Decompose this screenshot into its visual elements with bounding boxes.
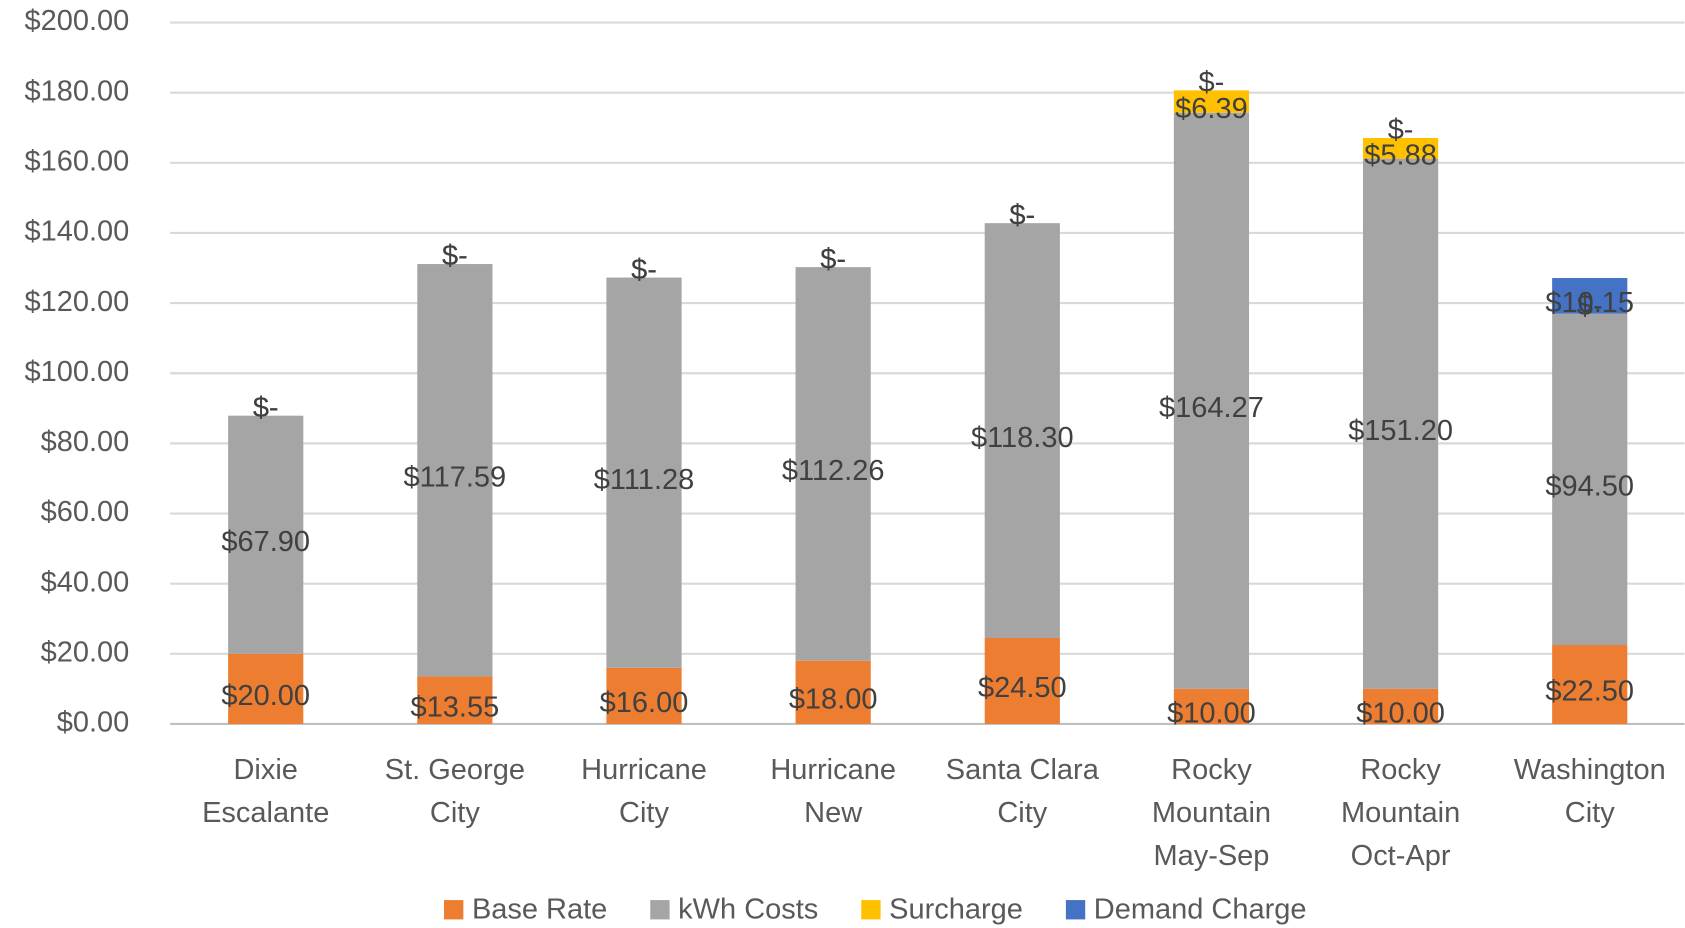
- data-label: $112.26: [782, 455, 885, 487]
- legend-swatch: [861, 900, 881, 920]
- y-tick-label: $200.00: [25, 5, 130, 37]
- data-label: $164.27: [1159, 392, 1264, 424]
- bar-segment: [606, 667, 682, 724]
- y-tick-label: $80.00: [41, 426, 130, 458]
- data-label: $16.00: [600, 687, 689, 719]
- data-label: $-: [253, 392, 279, 424]
- data-label: $-: [1009, 199, 1035, 231]
- bar-segment: [1362, 688, 1439, 724]
- legend-swatch: [1065, 900, 1086, 920]
- data-label: $67.90: [221, 526, 310, 558]
- bar-segment: [1552, 645, 1628, 724]
- bar-segment: [1173, 688, 1250, 724]
- data-label: $5.88: [1364, 140, 1437, 172]
- legend-swatch: [444, 900, 464, 920]
- data-label: $118.30: [971, 422, 1074, 454]
- legend-label: kWh Costs: [678, 893, 818, 925]
- legend-swatch: [650, 900, 670, 920]
- data-label: $18.00: [789, 684, 878, 716]
- y-tick-label: $180.00: [25, 75, 130, 107]
- data-label: $10.00: [1167, 698, 1256, 730]
- data-label: $-: [1577, 290, 1603, 322]
- bar-segment: [1552, 278, 1628, 314]
- data-label: $-: [1388, 114, 1414, 146]
- data-label: $94.50: [1545, 471, 1634, 503]
- y-tick-label: $160.00: [25, 145, 130, 177]
- bar-segment: [606, 277, 682, 668]
- data-label: $-: [253, 392, 279, 424]
- bar-segment: [984, 638, 1060, 724]
- bar-segment: [1173, 112, 1250, 689]
- y-tick-label: $120.00: [25, 286, 130, 318]
- legend-label: Demand Charge: [1094, 893, 1307, 925]
- x-tick-label: Hurricane City: [581, 754, 707, 829]
- bar-segment: [1362, 138, 1439, 159]
- x-tick-label: Hurricane New: [770, 754, 896, 829]
- data-label: $10.15: [1545, 287, 1634, 319]
- bar-segment: [228, 415, 304, 654]
- bar-segment: [417, 264, 493, 677]
- data-label: $22.50: [1545, 676, 1634, 708]
- data-label: $-: [820, 243, 846, 275]
- data-label: $-: [1199, 67, 1225, 99]
- data-label: $-: [631, 254, 657, 286]
- data-label: $13.55: [411, 691, 500, 723]
- y-tick-label: $140.00: [25, 216, 130, 248]
- y-tick-label: $20.00: [41, 636, 130, 668]
- bar-segment: [1552, 313, 1628, 646]
- data-label: $151.20: [1348, 415, 1453, 447]
- data-label: $24.50: [978, 672, 1067, 704]
- data-label: $-: [631, 254, 657, 286]
- legend-label: Base Rate: [472, 893, 607, 925]
- bar-segment: [795, 267, 871, 661]
- data-label: $-: [820, 243, 846, 275]
- data-label: $111.28: [594, 464, 694, 496]
- x-tick-label: Rocky Mountain May-Sep: [1152, 754, 1271, 872]
- data-label: $10.00: [1356, 698, 1445, 730]
- bar-segment: [984, 223, 1060, 639]
- data-label: $-: [1009, 199, 1035, 231]
- y-tick-label: $40.00: [41, 566, 130, 598]
- data-label: $-: [442, 240, 468, 272]
- x-tick-label: Dixie Escalante: [202, 754, 329, 829]
- x-tick-label: Washington City: [1514, 754, 1666, 829]
- bar-segment: [1362, 158, 1439, 689]
- y-tick-label: $100.00: [25, 356, 130, 388]
- y-tick-label: $60.00: [41, 496, 130, 528]
- data-label: $20.00: [221, 680, 310, 712]
- y-tick-label: $0.00: [57, 707, 130, 739]
- x-tick-label: St. George City: [385, 754, 525, 829]
- data-label: $6.39: [1175, 93, 1248, 125]
- legend-label: Surcharge: [889, 893, 1023, 925]
- x-tick-label: Santa Clara City: [946, 754, 1100, 829]
- data-label: $117.59: [404, 461, 507, 493]
- data-label: $-: [442, 240, 468, 272]
- bar-segment: [795, 660, 871, 724]
- bar-segment: [1173, 90, 1250, 113]
- bar-segment: [228, 653, 304, 724]
- x-tick-label: Rocky Mountain Oct-Apr: [1341, 754, 1460, 872]
- bar-segment: [417, 676, 493, 724]
